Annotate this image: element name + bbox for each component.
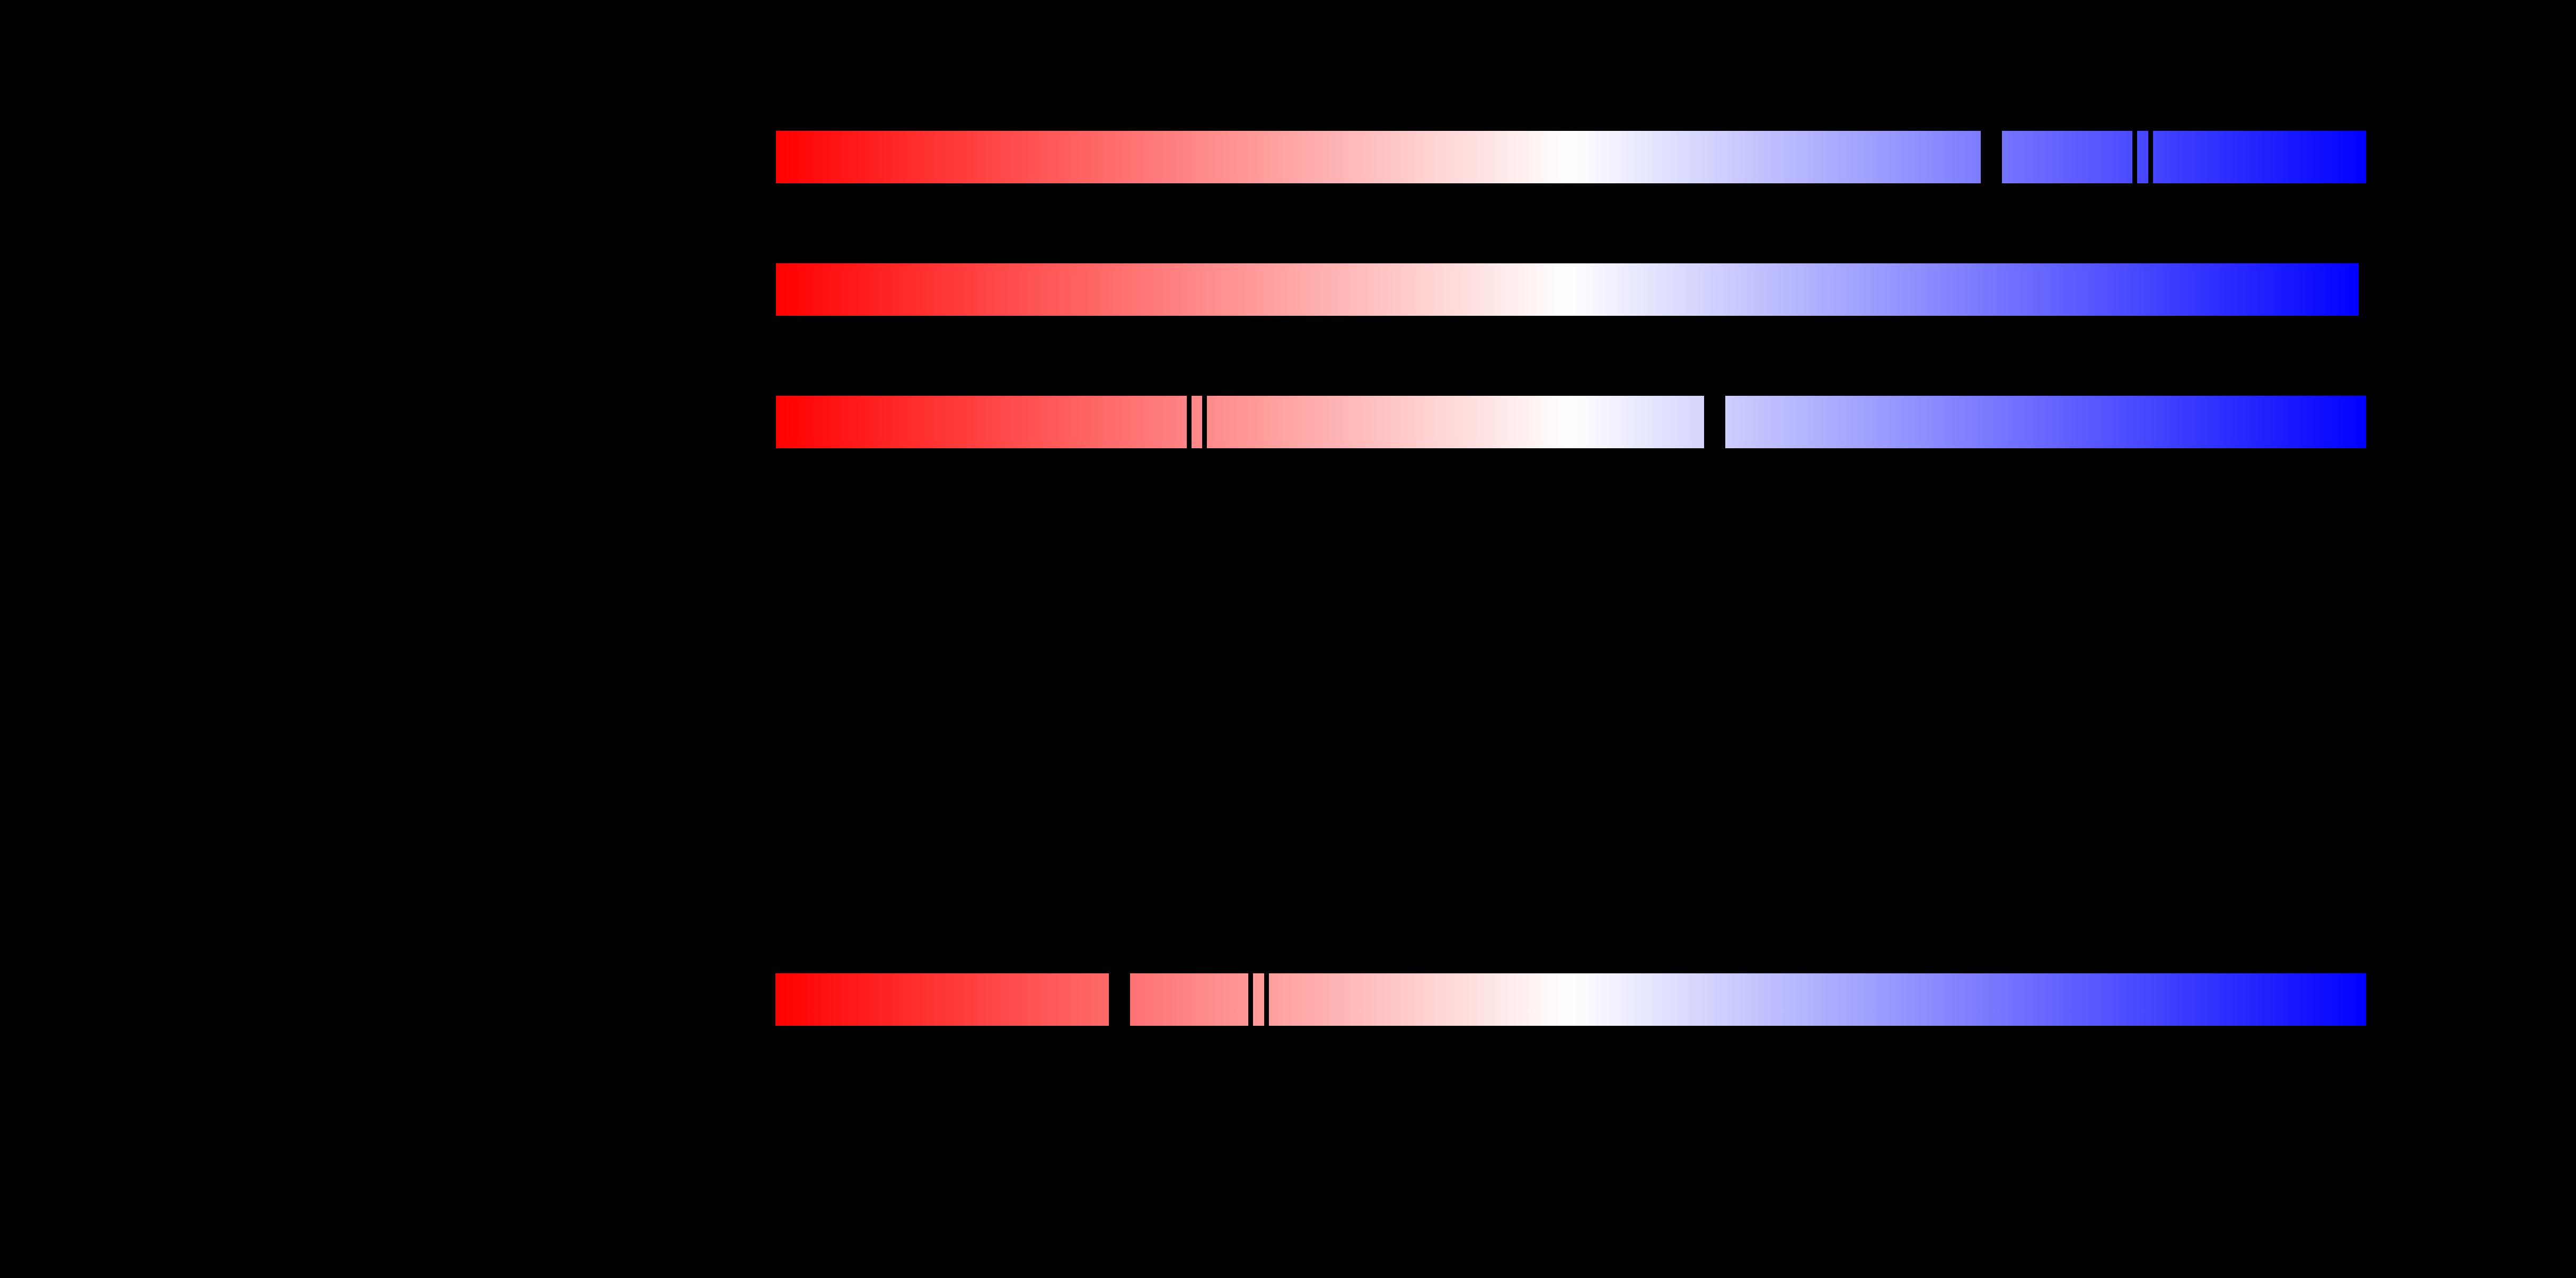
value-marker-thin: [2132, 131, 2137, 183]
value-marker-thin: [1248, 973, 1253, 1026]
gradient-bar-4: [775, 973, 2366, 1026]
value-marker-thick: [1704, 396, 1725, 448]
gradient-bar-1: [776, 131, 2366, 183]
gradient-bar-3: [776, 396, 2366, 448]
value-marker-thick: [1981, 131, 2002, 183]
value-marker-thick: [1108, 973, 1130, 1026]
value-marker-thin: [1186, 396, 1192, 448]
value-marker-thin: [2148, 131, 2153, 183]
gradient-bar-2: [776, 263, 2359, 316]
value-marker-thin: [1202, 396, 1207, 448]
value-marker-thin: [1264, 973, 1269, 1026]
